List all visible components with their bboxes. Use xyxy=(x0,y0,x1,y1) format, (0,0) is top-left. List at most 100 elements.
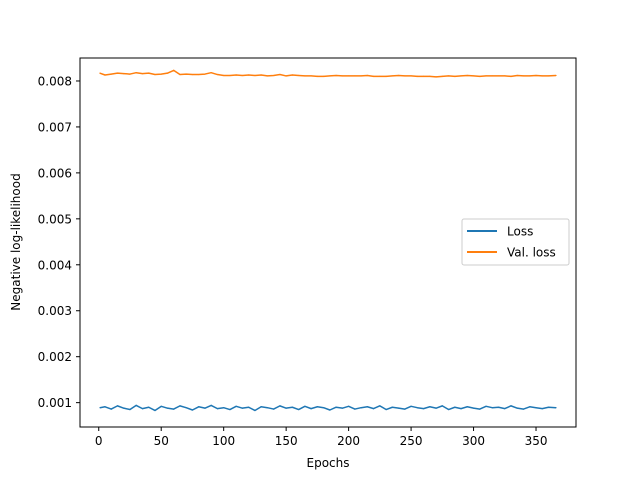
data-point-loss xyxy=(291,406,293,408)
data-point-val-loss xyxy=(416,75,418,77)
data-point-loss xyxy=(360,407,362,409)
x-tick-label: 50 xyxy=(154,434,169,448)
data-point-loss xyxy=(273,408,275,410)
x-tick-label: 0 xyxy=(95,434,103,448)
y-tick-label: 0.006 xyxy=(38,166,72,180)
data-point-loss xyxy=(410,405,412,407)
data-point-val-loss xyxy=(266,75,269,77)
data-point-val-loss xyxy=(104,74,106,76)
data-point-val-loss xyxy=(435,76,437,78)
data-point-val-loss xyxy=(304,75,306,77)
data-point-loss xyxy=(497,406,500,408)
data-point-loss xyxy=(379,405,381,407)
data-point-val-loss xyxy=(123,73,125,75)
x-tick-label: 200 xyxy=(337,434,360,448)
data-point-val-loss xyxy=(260,74,262,76)
data-point-loss xyxy=(391,406,393,408)
data-point-val-loss xyxy=(216,73,219,76)
data-point-loss xyxy=(154,409,156,412)
data-point-val-loss xyxy=(329,75,331,77)
data-point-val-loss xyxy=(479,75,481,77)
y-axis-label: Negative log-likelihood xyxy=(9,173,23,310)
data-point-loss xyxy=(454,406,456,408)
data-point-val-loss xyxy=(223,74,225,77)
data-point-loss xyxy=(535,407,537,409)
data-point-val-loss xyxy=(173,69,175,72)
data-point-val-loss xyxy=(285,75,287,77)
data-point-loss xyxy=(285,407,287,409)
data-point-loss xyxy=(516,407,518,409)
data-point-val-loss xyxy=(504,75,506,77)
data-point-loss xyxy=(99,407,101,409)
data-point-loss xyxy=(223,407,225,409)
data-point-loss xyxy=(479,408,481,410)
data-point-loss xyxy=(447,408,450,411)
data-point-val-loss xyxy=(491,75,493,77)
data-point-val-loss xyxy=(547,75,550,77)
data-point-val-loss xyxy=(110,73,112,75)
data-point-loss xyxy=(279,405,281,407)
data-point-val-loss xyxy=(179,73,181,76)
data-point-loss xyxy=(329,409,331,411)
data-point-val-loss xyxy=(529,75,531,77)
data-point-val-loss xyxy=(466,74,468,77)
data-point-val-loss xyxy=(516,74,518,77)
data-point-val-loss xyxy=(229,74,231,77)
data-point-val-loss xyxy=(354,75,356,77)
plot-layer xyxy=(99,69,557,412)
data-point-val-loss xyxy=(241,74,244,77)
data-point-loss xyxy=(485,405,487,407)
data-point-loss xyxy=(435,407,437,409)
data-point-loss xyxy=(510,405,512,407)
y-tick-label: 0.002 xyxy=(38,350,72,364)
data-point-val-loss xyxy=(510,75,512,77)
data-point-loss xyxy=(397,407,400,409)
data-point-val-loss xyxy=(404,75,406,77)
data-point-val-loss xyxy=(99,72,101,74)
data-point-val-loss xyxy=(360,75,362,77)
y-tick-label: 0.007 xyxy=(38,120,72,134)
x-tick-label: 350 xyxy=(525,434,548,448)
data-point-val-loss xyxy=(385,75,387,77)
data-point-loss xyxy=(429,406,431,408)
y-tick-label: 0.001 xyxy=(38,396,72,410)
data-point-loss xyxy=(555,407,557,409)
data-point-loss xyxy=(404,408,406,410)
data-point-loss xyxy=(260,406,262,408)
data-point-val-loss xyxy=(135,72,137,74)
x-tick-label: 100 xyxy=(212,434,235,448)
data-point-val-loss xyxy=(341,75,343,77)
data-point-val-loss xyxy=(397,74,400,77)
data-point-loss xyxy=(248,406,250,408)
data-point-val-loss xyxy=(235,74,237,76)
data-point-loss xyxy=(241,407,244,409)
y-tick-label: 0.004 xyxy=(38,258,72,272)
data-point-loss xyxy=(316,406,318,408)
data-point-loss xyxy=(341,407,343,409)
data-point-loss xyxy=(529,406,531,408)
data-point-val-loss xyxy=(485,75,487,77)
x-tick-label: 150 xyxy=(275,434,298,448)
data-point-val-loss xyxy=(198,73,200,76)
data-point-loss xyxy=(547,406,550,408)
data-point-loss xyxy=(123,407,125,409)
plot-frame xyxy=(79,57,577,428)
data-point-val-loss xyxy=(441,75,443,77)
data-point-val-loss xyxy=(522,75,525,77)
data-point-loss xyxy=(266,407,269,409)
data-point-val-loss xyxy=(166,72,169,74)
data-point-val-loss xyxy=(191,73,194,76)
data-point-loss xyxy=(466,406,468,408)
data-point-loss xyxy=(298,408,300,411)
data-point-loss xyxy=(348,405,350,407)
data-point-loss xyxy=(323,407,325,409)
data-point-loss xyxy=(373,408,375,410)
data-point-loss xyxy=(254,409,256,412)
legend: Loss Val. loss xyxy=(461,218,570,266)
data-point-val-loss xyxy=(348,75,350,77)
data-point-val-loss xyxy=(379,75,381,77)
data-point-loss xyxy=(191,409,194,411)
data-point-loss xyxy=(385,408,387,411)
data-point-loss xyxy=(148,406,150,408)
data-point-loss xyxy=(354,408,356,410)
